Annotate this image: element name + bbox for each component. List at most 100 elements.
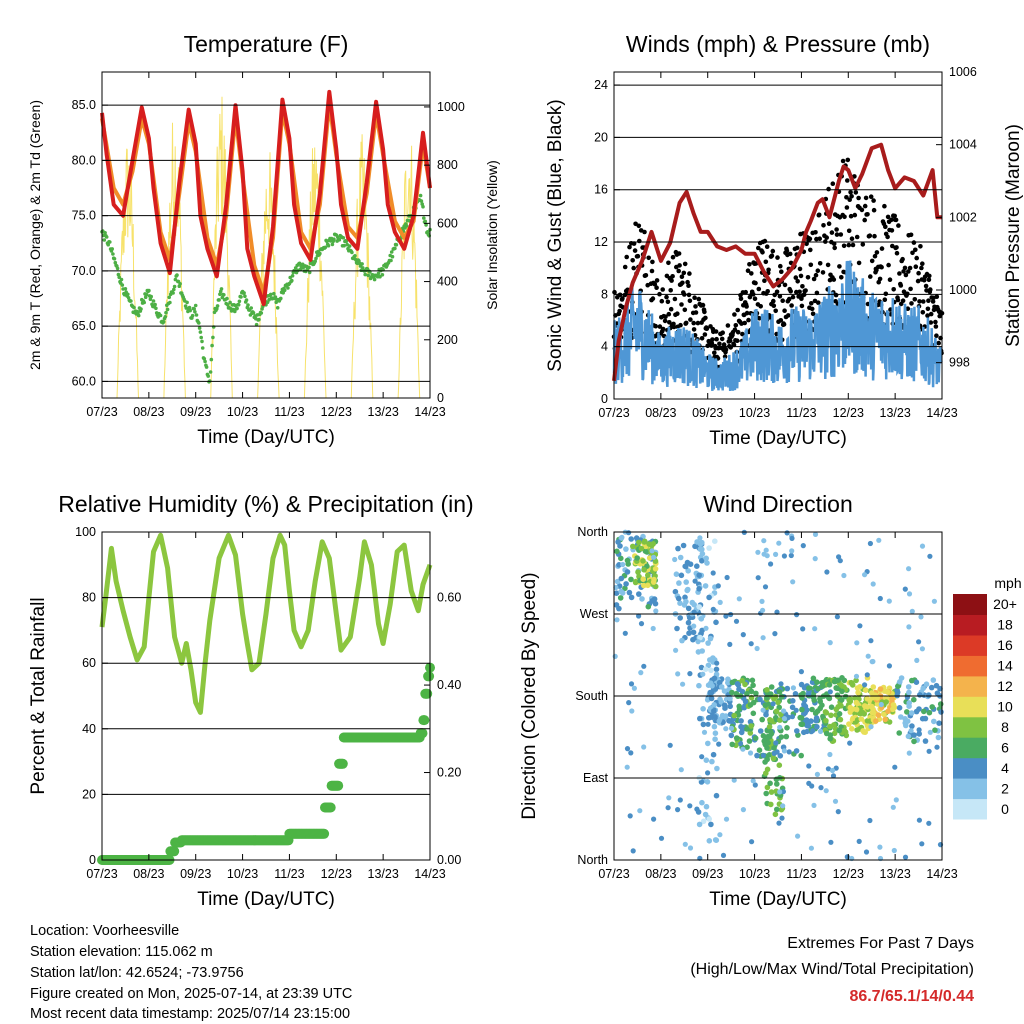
- direction-point: [790, 698, 796, 704]
- gust-point: [934, 333, 939, 339]
- direction-point: [706, 594, 712, 601]
- gust-point: [856, 260, 862, 266]
- direction-point: [727, 641, 733, 648]
- direction-point: [618, 555, 624, 562]
- dewpoint-point: [290, 274, 295, 278]
- direction-point: [808, 845, 815, 851]
- direction-point: [692, 578, 698, 584]
- gust-point: [774, 289, 780, 295]
- gust-point: [676, 251, 682, 256]
- colorbar-swatch: [953, 655, 987, 677]
- direction-point: [712, 538, 718, 544]
- gust-point: [770, 248, 776, 254]
- gust-point: [895, 297, 901, 303]
- gust-point: [677, 263, 682, 268]
- direction-point: [762, 584, 769, 590]
- y-tick-label: 70.0: [72, 264, 96, 278]
- dewpoint-point: [423, 219, 428, 224]
- direction-point: [705, 770, 711, 776]
- gust-point: [654, 278, 660, 283]
- direction-point: [650, 625, 656, 632]
- direction-point: [748, 641, 754, 647]
- gust-point: [714, 336, 719, 342]
- direction-point: [763, 790, 769, 797]
- direction-point: [716, 741, 722, 747]
- gust-point: [889, 228, 895, 233]
- direction-point: [683, 564, 689, 570]
- direction-point: [865, 653, 871, 659]
- direction-point: [741, 704, 747, 711]
- direction-point: [916, 727, 922, 733]
- gust-point: [825, 262, 831, 268]
- direction-point: [800, 543, 806, 549]
- direction-point: [776, 689, 783, 695]
- direction-point: [928, 684, 935, 691]
- y-tick-label: 75.0: [72, 209, 96, 223]
- gust-point: [867, 233, 873, 238]
- x-tick-label: 10/23: [227, 867, 258, 881]
- humidity-line: [99, 532, 433, 715]
- direction-point: [847, 740, 853, 746]
- direction-point: [810, 728, 816, 734]
- direction-point: [677, 797, 683, 803]
- dewpoint-point: [222, 293, 226, 297]
- direction-point: [885, 708, 891, 715]
- dewpoint-point: [228, 300, 232, 305]
- footer-elevation: Station elevation: 115.062 m: [30, 944, 213, 960]
- direction-point: [817, 696, 823, 702]
- gust-point: [782, 308, 787, 314]
- x-tick-label: 08/23: [133, 405, 164, 419]
- direction-point: [733, 735, 740, 741]
- direction-point: [789, 714, 796, 720]
- direction-point: [696, 572, 702, 578]
- direction-point: [712, 736, 718, 742]
- gust-point: [907, 265, 913, 271]
- gust-point: [710, 337, 715, 342]
- direction-point: [624, 569, 631, 575]
- colorbar-label: 2: [1001, 780, 1009, 796]
- gust-point: [742, 320, 747, 326]
- humidity-title: Relative Humidity (%) & Precipitation (i…: [58, 491, 473, 517]
- direction-point: [774, 609, 780, 615]
- gust-point: [839, 275, 844, 280]
- gust-point: [807, 236, 813, 242]
- direction-point: [842, 693, 849, 700]
- direction-point: [938, 709, 944, 715]
- temperature-y2-axis-label: Solar Insolation (Yellow): [484, 160, 500, 310]
- direction-point: [665, 805, 671, 811]
- direction-point: [800, 626, 806, 632]
- direction-point: [922, 738, 929, 744]
- direction-point: [827, 640, 833, 646]
- direction-point: [697, 634, 703, 641]
- dewpoint-point: [235, 306, 239, 311]
- dewpoint-point: [314, 256, 318, 261]
- direction-point: [658, 835, 665, 841]
- direction-point: [709, 683, 715, 689]
- y-tick-label: 12: [594, 235, 608, 249]
- gust-point: [892, 213, 897, 219]
- dewpoint-point: [297, 261, 302, 266]
- gust-point: [709, 341, 715, 346]
- direction-point: [828, 839, 834, 845]
- direction-point: [812, 710, 819, 717]
- direction-point: [849, 682, 856, 688]
- gust-point: [627, 244, 632, 250]
- direction-point: [799, 706, 805, 713]
- direction-point: [697, 546, 704, 552]
- gust-point: [909, 301, 914, 306]
- direction-point: [812, 556, 818, 562]
- direction-point: [677, 600, 683, 606]
- direction-point: [620, 561, 626, 568]
- gust-point: [734, 338, 740, 344]
- direction-point: [685, 605, 692, 612]
- dewpoint-point: [421, 204, 425, 209]
- direction-point: [837, 716, 844, 723]
- gust-point: [664, 294, 669, 300]
- direction-point: [783, 733, 790, 740]
- direction-point: [700, 706, 706, 712]
- direction-y-axis-label: Direction (Colored By Speed): [519, 572, 540, 819]
- gust-point: [773, 308, 778, 314]
- dewpoint-point: [418, 193, 423, 198]
- gust-point: [914, 255, 919, 261]
